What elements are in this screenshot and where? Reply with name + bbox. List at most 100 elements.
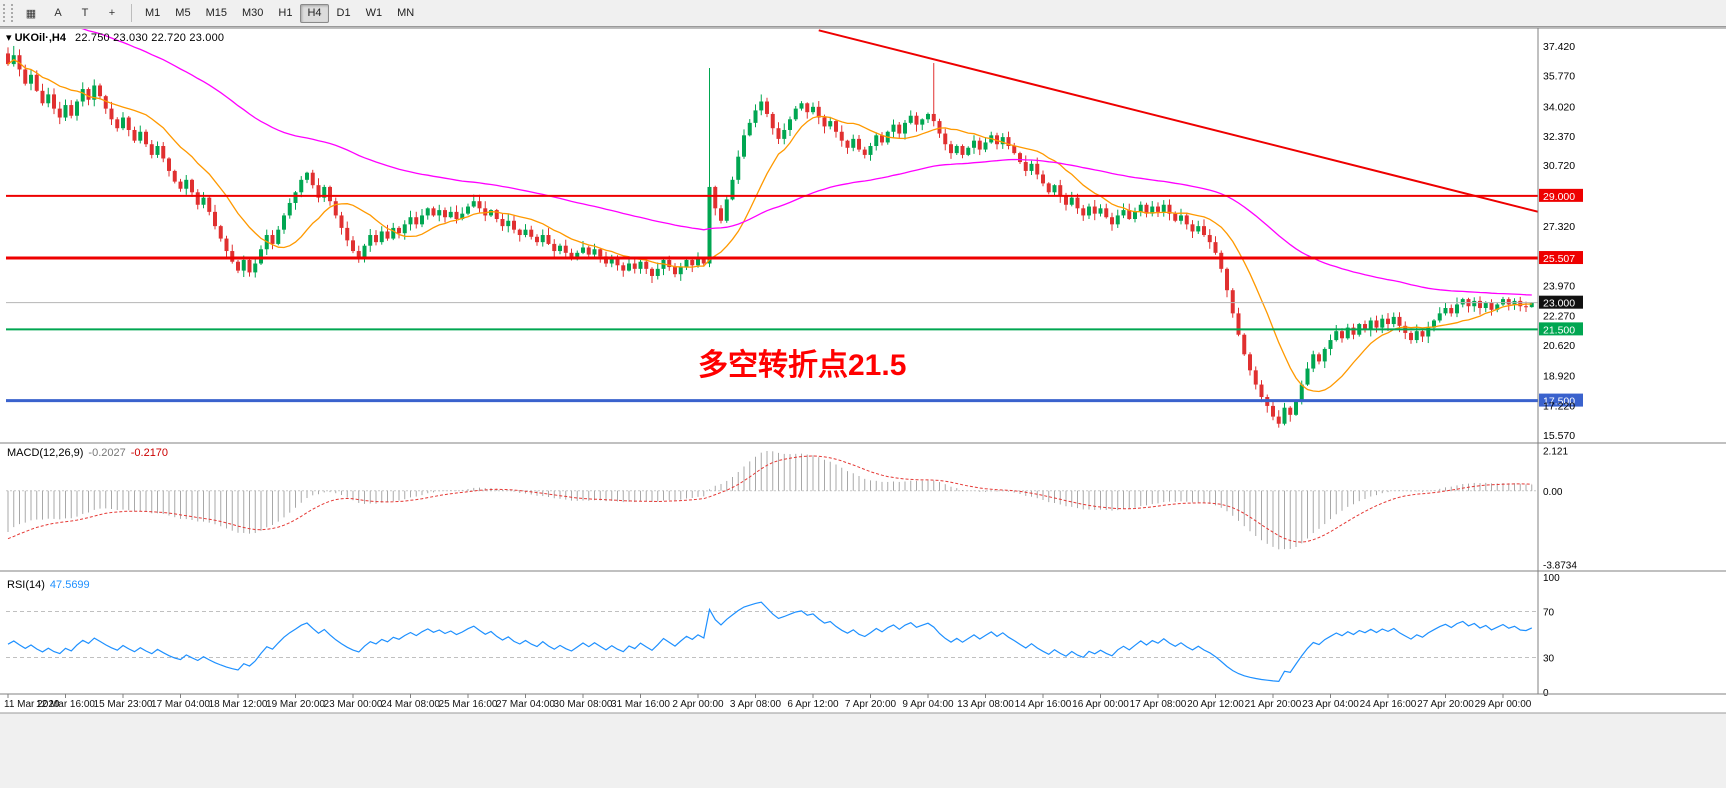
low-value: 22.720 [151,32,187,44]
time-label: 23 Mar 00:00 [324,699,383,710]
price-axis-label: 27.320 [1543,221,1575,233]
crosshair-icon-button[interactable]: + [108,7,116,19]
time-label: 25 Mar 16:00 [439,699,498,710]
price-axis-label: 23.970 [1543,280,1575,292]
time-label: 27 Apr 20:00 [1417,699,1474,710]
time-label: 27 Mar 04:00 [496,699,555,710]
rsi-line [7,601,1533,683]
macd-name: MACD(12,26,9) [7,447,84,459]
price-axis-label: 15.570 [1543,430,1575,442]
time-label: 15 Mar 23:00 [94,699,153,710]
rsi-label: RSI(14) 47.5699 [7,579,90,591]
toolbar: ▦ A T + M1 M5 M15 M30 H1 H4 D1 W1 MN [0,0,1726,27]
collapse-arrow-icon[interactable]: ▾ [6,32,12,44]
close-value: 23.000 [189,32,225,44]
candlestick-series[interactable] [6,45,1534,428]
price-axis-label: 18.920 [1543,370,1575,382]
timeframe-button-m1[interactable]: M1 [145,6,161,19]
toolbar-drag-handle[interactable] [3,4,13,22]
time-label: 31 Mar 16:00 [611,699,670,710]
timeframe-button-h1[interactable]: H1 [278,6,293,19]
rsi-name: RSI(14) [7,579,45,591]
text-box-icon-button[interactable]: T [81,7,89,19]
open-value: 22.750 [75,32,110,44]
price-axis-label: 34.020 [1543,101,1575,113]
chart-grid-icon-button[interactable]: ▦ [25,7,37,20]
price-badge-21.500: 21.500 [1539,322,1583,336]
time-label: 24 Apr 16:00 [1360,699,1417,710]
price-axis-label: 37.420 [1543,41,1575,53]
text-annotation-icon-button[interactable]: A [54,7,62,19]
timeframe-button-m5[interactable]: M5 [175,6,191,19]
time-label: 23 Apr 04:00 [1302,699,1359,710]
status-bar-area [0,713,1726,788]
macd-signal-line [7,455,1532,543]
price-axis-label: 30.720 [1543,160,1575,172]
price-badge-29.000: 29.000 [1539,188,1583,203]
time-label: 30 Mar 08:00 [554,699,613,710]
timeframe-button-m15[interactable]: M15 [205,6,227,19]
price-axis-label: 35.770 [1543,70,1575,82]
timeframe-button-h4[interactable]: H4 [300,3,329,23]
time-label: 13 Apr 08:00 [957,699,1014,710]
time-label: 11 Mar 2020 [4,699,60,710]
price-axis[interactable]: 37.420 35.770 34.020 32.370 30.720 27.320 23.9… [1543,41,1575,442]
chart-annotation-text[interactable]: 多空转折点21.5 [698,349,907,382]
price-badge-17.500: 17.500 [1539,393,1583,408]
macd-pane[interactable]: 2.121 0.00 -3.8734 [6,446,1577,572]
price-axis-label: 17.220 [1543,401,1575,413]
timeframe-button-group: M1 M5 M15 M30 H1 H4 D1 W1 MN [138,3,421,23]
time-label: 19 Mar 20:00 [266,699,325,710]
macd-axis-label: 0.00 [1543,487,1563,498]
high-value: 23.030 [113,32,148,44]
macd-main-value: -0.2027 [88,447,126,459]
ma-fast-line[interactable] [7,58,1532,393]
time-label: 18 Mar 12:00 [209,699,268,710]
timeframe-button-d1[interactable]: D1 [336,6,351,19]
macd-signal-value: -0.2170 [130,447,169,459]
svg-text:17.500: 17.500 [1543,396,1575,408]
price-badge-25.507: 25.507 [1539,251,1583,265]
time-label: 6 Apr 12:00 [787,699,839,710]
macd-axis-label: -3.8734 [1543,561,1577,572]
rsi-pane[interactable]: 10070300 [6,573,1560,699]
toolbar-separator [131,4,132,22]
toolbar-icon-group: ▦ A T + [18,3,125,24]
chart-background [0,28,1726,713]
macd-label: MACD(12,26,9) -0.2027 -0.2170 [7,447,168,459]
time-label: 21 Apr 20:00 [1245,699,1302,710]
time-label: 9 Apr 04:00 [902,699,954,710]
macd-axis-label: 2.121 [1543,446,1568,457]
svg-text:23.000: 23.000 [1543,298,1575,310]
time-label: 2 Apr 00:00 [672,699,724,710]
rsi-axis-label: 30 [1543,654,1555,665]
svg-text:25.507: 25.507 [1543,253,1575,265]
svg-text:21.500: 21.500 [1543,324,1575,336]
rsi-value: 47.5699 [49,579,90,591]
symbol-timeframe-label: UKOil·,H4 [14,32,66,44]
rsi-axis-label: 70 [1543,608,1555,619]
time-label: 12 Mar 16:00 [36,699,95,710]
rsi-axis-label: 100 [1543,573,1560,584]
time-label: 17 Mar 04:00 [151,699,210,710]
descending-trendline[interactable] [818,29,1549,214]
time-label: 7 Apr 20:00 [845,699,897,710]
price-axis-label: 20.620 [1543,340,1575,352]
time-label: 24 Mar 08:00 [381,699,440,710]
time-label: 14 Apr 16:00 [1015,699,1072,710]
current-price-badge: 23.000 [1539,295,1583,310]
time-label: 17 Apr 08:00 [1130,699,1187,710]
svg-text:29.000: 29.000 [1543,191,1575,203]
time-label: 3 Apr 08:00 [730,699,782,710]
chart-title: ▾ UKOil·,H4 22.750 23.030 22.720 23.000 [6,31,224,44]
timeframe-button-mn[interactable]: MN [397,6,415,19]
price-axis-label: 22.270 [1543,311,1575,323]
timeframe-button-m30[interactable]: M30 [241,6,264,19]
time-label: 20 Apr 12:00 [1187,699,1244,710]
ma-slow-line[interactable] [8,2,1532,296]
timeframe-button-w1[interactable]: W1 [365,6,383,19]
time-label: 29 Apr 00:00 [1475,699,1532,710]
